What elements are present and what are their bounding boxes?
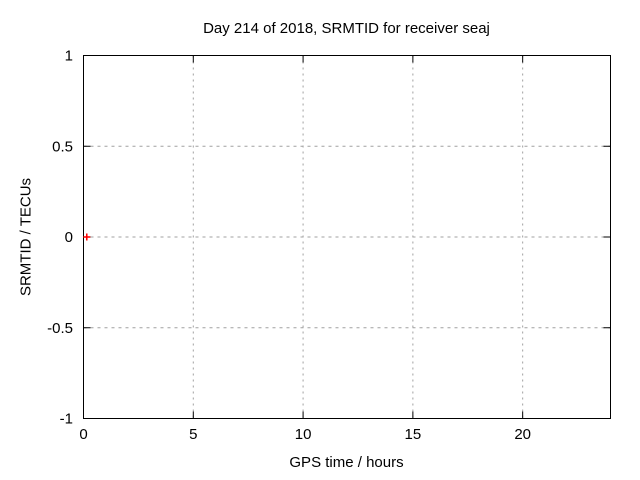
x-tick-label: 10: [295, 426, 312, 443]
x-tick-label: 15: [405, 426, 422, 443]
chart-title: Day 214 of 2018, SRMTID for receiver sea…: [203, 20, 490, 37]
data-point-marker: [83, 233, 91, 241]
y-tick-label: 0.5: [52, 138, 73, 155]
y-tick-label: -0.5: [47, 320, 73, 337]
x-tick-label: 0: [79, 426, 87, 443]
x-tick-label: 5: [189, 426, 197, 443]
y-tick-label: -1: [60, 411, 73, 428]
y-tick-label: 0: [65, 229, 73, 246]
x-tick-label: 20: [514, 426, 531, 443]
x-axis-label: GPS time / hours: [289, 454, 404, 471]
y-tick-label: 1: [65, 48, 73, 65]
